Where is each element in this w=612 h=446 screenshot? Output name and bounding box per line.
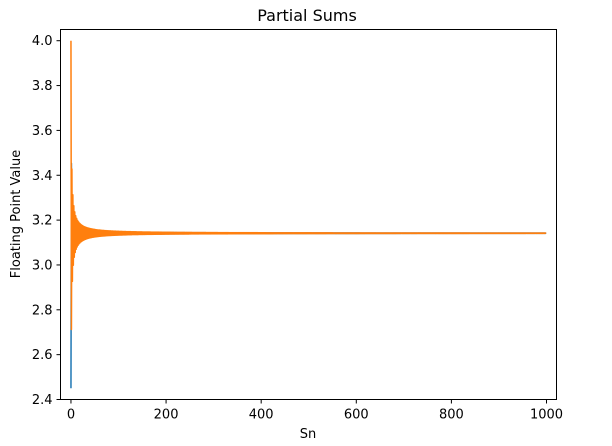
x-tick-label: 200 xyxy=(154,408,179,423)
y-tick-label: 4.0 xyxy=(32,34,53,49)
x-axis: 0 200 400 600 800 1000 xyxy=(67,399,563,423)
chart-title: Partial Sums xyxy=(257,6,357,25)
y-tick-label: 2.4 xyxy=(32,393,53,408)
x-tick-label: 1000 xyxy=(530,408,563,423)
plot-frame xyxy=(60,29,557,400)
x-tick-label: 400 xyxy=(249,408,274,423)
y-tick-label: 2.6 xyxy=(32,348,53,363)
y-tick-label: 2.8 xyxy=(32,303,53,318)
y-tick-label: 3.4 xyxy=(32,169,53,184)
series-line-2 xyxy=(70,40,547,331)
x-tick-label: 600 xyxy=(344,408,369,423)
y-axis: 2.4 2.6 2.8 3.0 3.2 3.4 3.6 3.8 4.0 xyxy=(32,34,61,408)
y-axis-label: Floating Point Value xyxy=(9,150,24,278)
series-line-1 xyxy=(70,162,547,389)
series-layer xyxy=(70,40,547,389)
y-tick-label: 3.2 xyxy=(32,214,53,229)
x-axis-label: Sn xyxy=(300,427,317,442)
x-tick-label: 0 xyxy=(67,408,75,423)
x-tick-label: 800 xyxy=(439,408,464,423)
y-tick-label: 3.8 xyxy=(32,79,53,94)
y-tick-label: 3.6 xyxy=(32,124,53,139)
y-tick-label: 3.0 xyxy=(32,258,53,273)
